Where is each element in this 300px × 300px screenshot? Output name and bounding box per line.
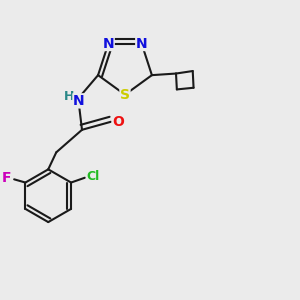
Text: Cl: Cl	[86, 169, 100, 183]
Text: N: N	[103, 37, 114, 50]
Text: N: N	[136, 37, 147, 50]
Text: H: H	[64, 90, 74, 103]
Text: S: S	[120, 88, 130, 102]
Text: N: N	[73, 94, 85, 108]
Text: F: F	[2, 171, 11, 185]
Text: O: O	[112, 115, 124, 129]
